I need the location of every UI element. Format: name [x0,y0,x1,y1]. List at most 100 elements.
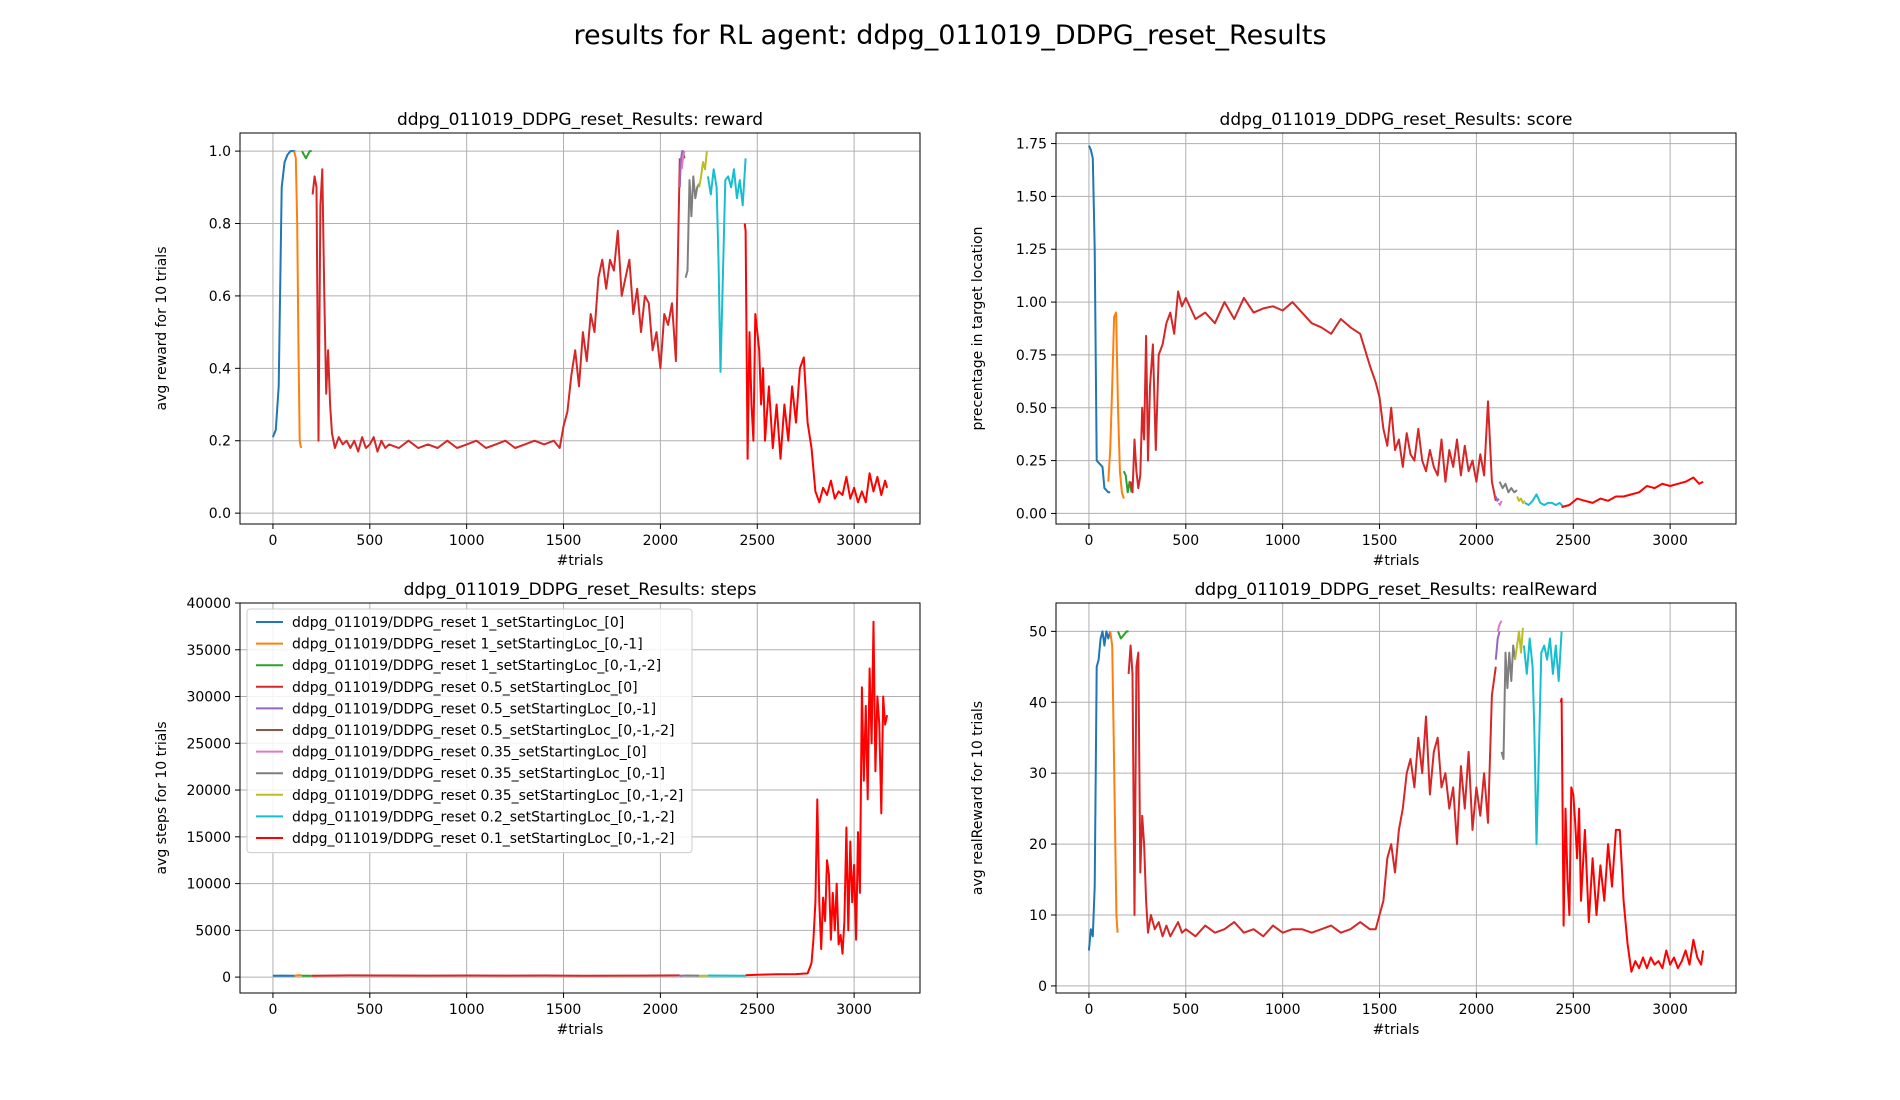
series-line [1129,290,1497,502]
y-tick-label: 40000 [186,596,231,612]
y-tick-label: 0.25 [1016,454,1047,470]
score-y-axis-label: precentage in target location [970,227,986,431]
steps-axes-frame [239,602,921,994]
reward-y-axis-label: avg reward for 10 trials [154,246,170,410]
series-line [1500,644,1517,760]
legend-entry-label: ddpg_011019/DDPG_reset 0.2_setStartingLo… [292,809,674,825]
y-tick-label: 40 [1029,695,1047,711]
reward-subplot-title: ddpg_011019_DDPG_reset_Results: reward [397,110,763,130]
y-tick-label: 0 [1038,979,1047,995]
legend-entry-label: ddpg_011019/DDPG_reset 1_setStartingLoc_… [292,637,643,653]
y-tick-label: 30000 [186,690,231,706]
score-x-axis-label: #trials [1373,553,1420,569]
realreward-y-axis-label: avg realReward for 10 trials [970,701,986,895]
series-line [1087,145,1111,494]
y-tick-label: 0.6 [209,289,231,305]
x-tick-label: 1000 [1265,1002,1301,1018]
legend-entry-label: ddpg_011019/DDPG_reset 0.5_setStartingLo… [292,723,674,739]
series-line [745,620,889,977]
reward-subplot: 0 500 1000 1500 2000 2500 3000 0.0 0.2 0.4 0.6 0.8 1… [154,110,921,569]
realreward-x-axis-label: #trials [1373,1022,1420,1038]
x-tick-label: 0 [268,1002,277,1018]
x-tick-label: 2500 [739,1002,775,1018]
y-tick-label: 1.75 [1016,137,1047,153]
y-tick-label: 0.50 [1016,401,1047,417]
y-tick-label: 10 [1029,908,1047,924]
realreward-subplot: 0 500 1000 1500 2000 2500 3000 0 10 20 30 40 50 ddpg_… [970,580,1737,1038]
series-line [1498,481,1518,494]
y-tick-label: 35000 [186,643,231,659]
series-line [1087,630,1112,951]
figure-suptitle: results for RL agent: ddpg_011019_DDPG_r… [573,20,1326,51]
score-subplot-title: ddpg_011019_DDPG_reset_Results: score [1220,110,1573,130]
y-tick-label: 25000 [186,736,231,752]
x-tick-label: 3000 [1652,1002,1688,1018]
y-tick-label: 1.00 [1016,295,1047,311]
realreward-subplot-title: ddpg_011019_DDPG_reset_Results: realRewa… [1195,580,1598,600]
y-tick-label: 50 [1029,624,1047,640]
y-tick-label: 0.4 [209,361,231,377]
x-tick-label: 3000 [1652,533,1688,549]
y-tick-label: 1.25 [1016,242,1047,258]
realreward-series-group [1087,620,1705,973]
series-line [1516,496,1526,504]
series-line [1524,493,1565,508]
series-line [1522,631,1563,846]
y-tick-label: 20 [1029,837,1047,853]
legend-entry-label: ddpg_011019/DDPG_reset 0.35_setStartingL… [292,745,647,761]
x-tick-label: 3000 [836,533,872,549]
legend: ddpg_011019/DDPG_reset 1_setStartingLoc_… [246,608,693,854]
x-tick-label: 2000 [643,1002,679,1018]
steps-series-group [272,620,889,977]
x-tick-label: 1000 [449,533,485,549]
x-tick-label: 2500 [1555,1002,1591,1018]
y-tick-label: 0 [222,970,231,986]
series-line [1117,630,1129,640]
series-line [1109,631,1119,933]
realreward-gridlines [1056,603,1736,993]
series-line [706,158,747,373]
series-line [1107,311,1125,499]
series-line [271,150,296,438]
y-tick-label: 1.0 [209,144,231,160]
steps-y-axis-label: avg steps for 10 trials [154,721,170,874]
y-tick-label: 15000 [186,830,231,846]
score-axes-frame [1055,132,1737,525]
series-line [743,223,889,504]
y-tick-label: 30 [1029,766,1047,782]
x-tick-label: 1500 [1362,1002,1398,1018]
x-tick-label: 500 [1172,533,1199,549]
reward-gridlines [240,133,920,524]
reward-x-axis-label: #trials [557,553,604,569]
series-line [678,150,684,188]
y-tick-label: 0.0 [209,506,231,522]
x-tick-label: 2500 [1555,533,1591,549]
y-tick-label: 0.8 [209,217,231,233]
steps-subplot-title: ddpg_011019_DDPG_reset_Results: steps [404,580,757,600]
series-line [684,175,700,279]
series-line [1127,644,1497,938]
legend-entry-label: ddpg_011019/DDPG_reset 0.35_setStartingL… [292,788,683,804]
series-line [698,150,708,188]
y-tick-label: 0.2 [209,434,231,450]
series-line [311,158,681,453]
x-tick-label: 500 [356,533,383,549]
series-line [1514,627,1524,660]
series-line [1561,476,1704,509]
x-tick-label: 2000 [1459,1002,1495,1018]
series-line [1559,697,1705,973]
legend-entry-label: ddpg_011019/DDPG_reset 0.5_setStartingLo… [292,701,656,717]
legend-entry-label: ddpg_011019/DDPG_reset 1_setStartingLoc_… [292,615,624,631]
x-tick-label: 3000 [836,1002,872,1018]
y-tick-label: 20000 [186,783,231,799]
reward-series-group [271,150,889,504]
realreward-axes-frame [1055,602,1737,994]
x-tick-label: 1500 [546,1002,582,1018]
x-tick-label: 1500 [1362,533,1398,549]
x-tick-label: 500 [356,1002,383,1018]
series-line [301,150,312,160]
x-tick-label: 2000 [1459,533,1495,549]
series-line [680,150,686,170]
series-line [1496,620,1503,632]
